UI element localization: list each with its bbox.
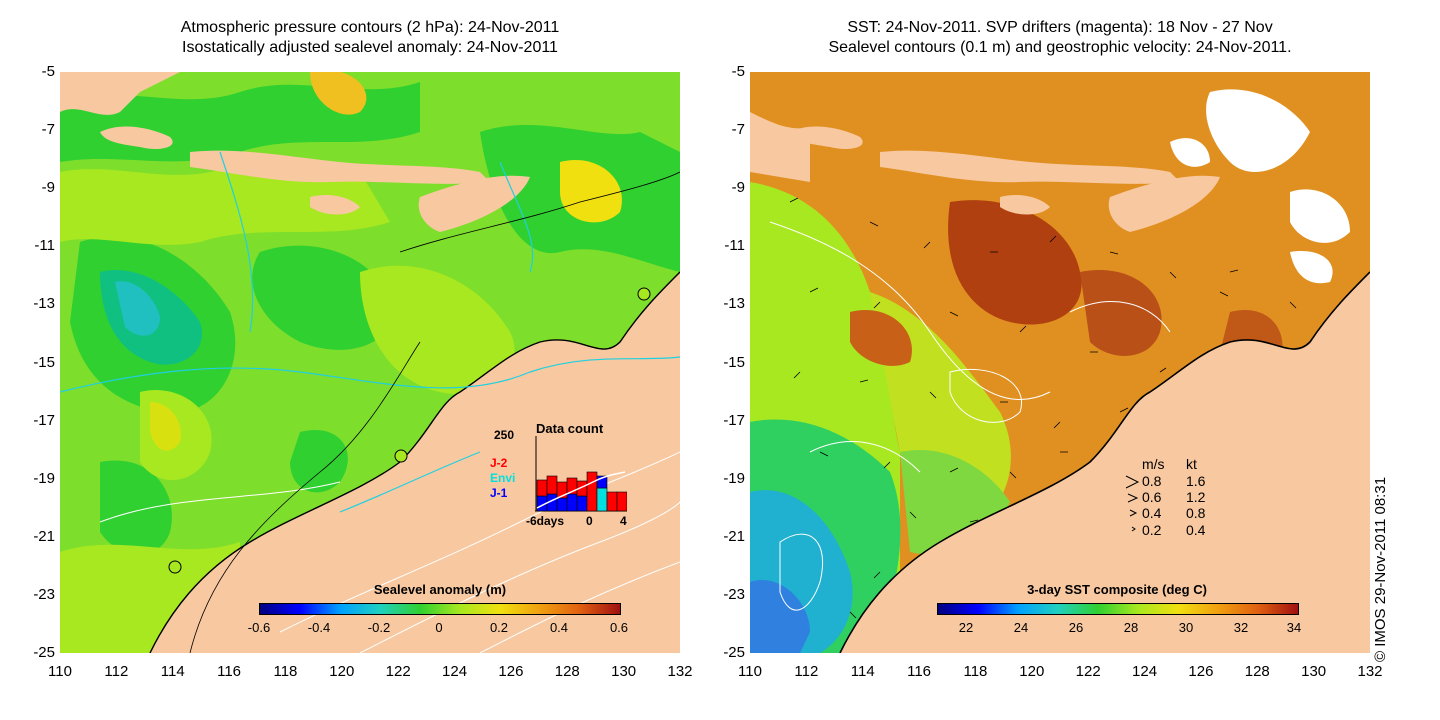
left-y-tick-label: -5: [41, 63, 55, 80]
left-x-tick-label: 132: [667, 663, 693, 680]
right-y-tick-label: -17: [723, 411, 745, 429]
data-count-x-start: -6days: [526, 514, 565, 528]
right-x-tick-label: 112: [794, 663, 819, 680]
sealevel-colorbar: [259, 603, 621, 615]
sealevel-anomaly-map-graphic: [60, 72, 680, 653]
right-panel-title: SST: 24-Nov-2011. SVP drifters (magenta)…: [750, 18, 1370, 58]
left-y-tick-label: -11: [34, 237, 55, 255]
velocity-legend-header-ms: m/s: [1142, 456, 1165, 472]
right-y-tick-label: -25: [723, 644, 745, 661]
left-x-tick-label: 124: [442, 663, 468, 680]
right-y-tick-label: -7: [731, 121, 745, 139]
data-count-series-envi: Envi: [490, 471, 516, 485]
sst-tick: 32: [1233, 620, 1249, 635]
left-x-tick-label: 116: [217, 663, 242, 680]
sealevel-tick: 0.4: [549, 620, 569, 635]
sst-map: [750, 72, 1370, 653]
sst-tick: 28: [1123, 620, 1139, 635]
right-title-line2: Sealevel contours (0.1 m) and geostrophi…: [828, 39, 1292, 56]
sst-colorbar-title: 3-day SST composite (deg C): [1027, 582, 1207, 597]
left-y-tick-label: -17: [33, 411, 55, 429]
data-count-histogram: [535, 436, 627, 512]
left-x-tick-label: 112: [104, 663, 129, 680]
right-y-tick-label: -5: [731, 63, 745, 80]
right-x-tick-label: 132: [1357, 663, 1383, 680]
left-y-tick-label: -13: [33, 295, 55, 313]
left-y-tick-label: -19: [33, 469, 55, 487]
right-y-tick-label: -15: [723, 353, 745, 371]
left-x-tick-label: 130: [611, 663, 637, 680]
right-x-tick-label: 130: [1301, 663, 1327, 680]
sst-tick: 34: [1286, 620, 1302, 635]
sealevel-anomaly-map: [60, 72, 680, 653]
left-panel-title: Atmospheric pressure contours (2 hPa): 2…: [60, 18, 680, 58]
right-x-tick-label: 122: [1075, 663, 1101, 680]
right-y-tick-label: -11: [724, 237, 745, 255]
sst-tick: 22: [958, 620, 974, 635]
right-y-tick-label: -13: [723, 295, 745, 313]
velocity-legend-kt: 1.2: [1186, 489, 1206, 505]
left-y-tick-label: -21: [33, 527, 55, 545]
velocity-legend-kt: 0.4: [1186, 522, 1206, 538]
velocity-legend-header-kt: kt: [1186, 456, 1197, 472]
velocity-legend-kt: 1.6: [1186, 473, 1206, 489]
velocity-legend-ms: 0.8: [1142, 473, 1162, 489]
sst-tick: 24: [1013, 620, 1029, 635]
sst-colorbar: [937, 603, 1299, 615]
sealevel-colorbar-title: Sealevel anomaly (m): [373, 582, 507, 597]
left-y-tick-label: -7: [41, 121, 55, 139]
velocity-legend-ms: 0.2: [1142, 522, 1162, 538]
sealevel-tick: -0.6: [247, 620, 271, 635]
data-count-max-label: 250: [494, 428, 515, 442]
velocity-legend-ms: 0.4: [1142, 505, 1162, 521]
left-title-line2: Isostatically adjusted sealevel anomaly:…: [182, 39, 558, 56]
velocity-legend-arrows: [1125, 475, 1140, 532]
data-count-series-j2: J-2: [490, 456, 508, 470]
left-x-tick-label: 118: [273, 663, 298, 680]
right-y-tick-label: -23: [723, 585, 745, 603]
right-x-tick-label: 120: [1019, 663, 1045, 680]
left-x-tick-label: 114: [160, 663, 185, 680]
sealevel-tick: 0.2: [489, 620, 509, 635]
right-x-tick-label: 118: [963, 663, 988, 680]
left-x-tick-label: 120: [329, 663, 355, 680]
left-title-line1: Atmospheric pressure contours (2 hPa): 2…: [180, 19, 560, 36]
left-x-tick-label: 110: [48, 663, 72, 680]
right-x-tick-label: 110: [738, 663, 762, 680]
right-y-tick-label: -9: [731, 179, 745, 197]
left-y-tick-label: -15: [33, 353, 55, 371]
right-x-tick-label: 128: [1244, 663, 1270, 680]
sst-map-graphic: [750, 72, 1370, 653]
left-y-tick-label: -23: [33, 585, 55, 603]
left-x-tick-label: 122: [385, 663, 411, 680]
data-count-title: Data count: [536, 421, 604, 436]
sst-tick: 30: [1178, 620, 1194, 635]
velocity-legend-ms: 0.6: [1142, 489, 1162, 505]
data-count-series-j1: J-1: [490, 486, 508, 500]
data-count-x-end: 4: [620, 514, 627, 528]
left-x-tick-label: 126: [498, 663, 524, 680]
right-x-tick-label: 116: [907, 663, 932, 680]
velocity-legend-kt: 0.8: [1186, 505, 1206, 521]
sealevel-tick: -0.4: [307, 620, 331, 635]
right-x-tick-label: 114: [850, 663, 875, 680]
left-x-tick-label: 128: [554, 663, 580, 680]
copyright-text: © IMOS 29-Nov-2011 08:31: [1372, 476, 1389, 662]
right-title-line1: SST: 24-Nov-2011. SVP drifters (magenta)…: [847, 19, 1273, 36]
sealevel-tick: 0: [435, 620, 443, 635]
sealevel-tick: 0.6: [609, 620, 629, 635]
right-y-tick-label: -21: [723, 527, 745, 545]
right-x-tick-label: 124: [1132, 663, 1158, 680]
data-count-x-zero: 0: [586, 514, 593, 528]
left-y-tick-label: -25: [33, 644, 55, 661]
sst-tick: 26: [1068, 620, 1084, 635]
right-y-tick-label: -19: [723, 469, 745, 487]
right-x-tick-label: 126: [1188, 663, 1214, 680]
sealevel-tick: -0.2: [367, 620, 391, 635]
left-y-tick-label: -9: [41, 179, 55, 197]
